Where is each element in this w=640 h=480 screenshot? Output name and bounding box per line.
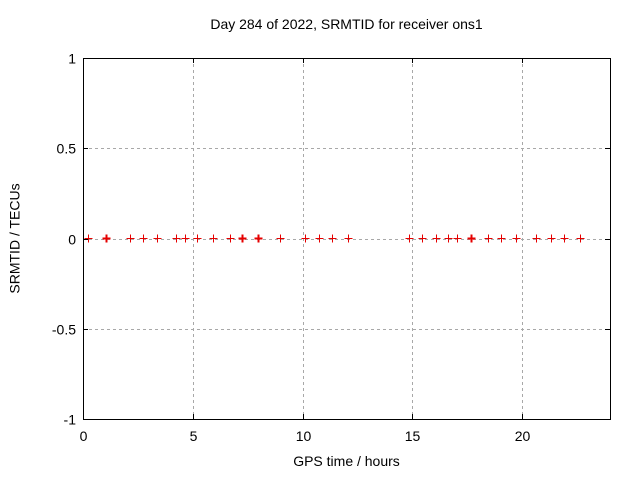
x-axis-label: GPS time / hours: [293, 453, 400, 469]
chart-title: Day 284 of 2022, SRMTID for receiver ons…: [210, 16, 483, 32]
y-axis-label: SRMTID / TECUs: [6, 183, 23, 294]
x-tick-label: 15: [405, 428, 421, 444]
x-tick-label: 0: [80, 428, 88, 444]
plot-border: [83, 58, 611, 420]
y-tick-label: -0.5: [52, 322, 76, 338]
x-tick-label: 10: [296, 428, 312, 444]
x-tick-label: 5: [190, 428, 198, 444]
y-tick-label: 0: [68, 232, 76, 248]
x-tick-label: 20: [515, 428, 531, 444]
y-tick-label: 0.5: [57, 141, 77, 157]
y-tick-label: 1: [68, 51, 76, 67]
y-tick-label: -1: [64, 412, 77, 428]
